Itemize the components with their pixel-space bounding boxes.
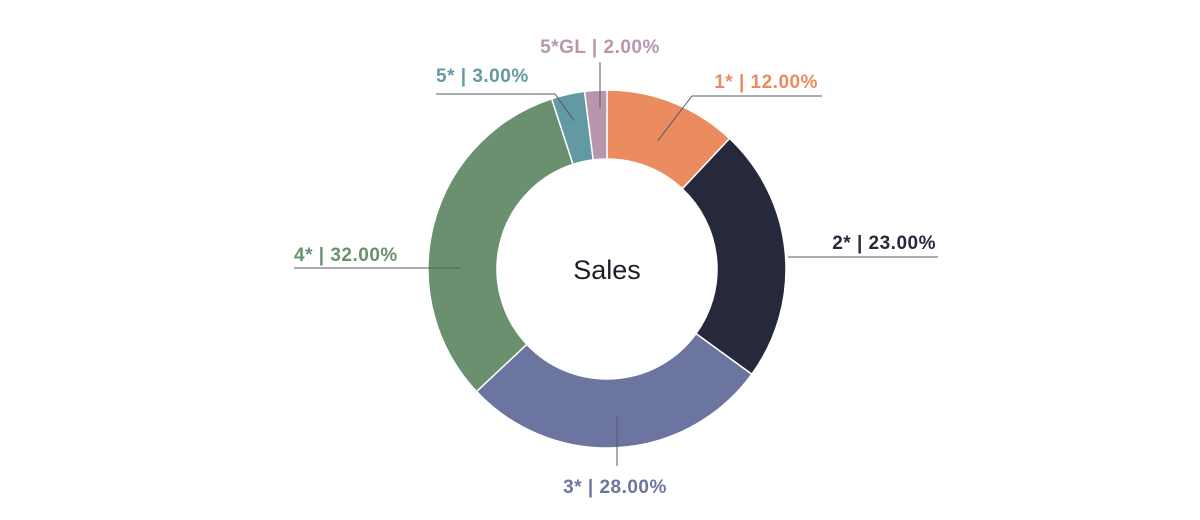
slice-5stargl [583, 89, 608, 161]
slice-4star [427, 97, 574, 393]
slice-label: 2* | 23.00% [832, 233, 936, 254]
slice-label: 5* | 3.00% [436, 66, 529, 87]
slice-labels: 1* | 12.00% 2* | 23.00% 3* | 28.00% 4* | 32… [294, 37, 936, 498]
slices-group [427, 89, 787, 449]
slice-label: 5*GL | 2.00% [540, 37, 660, 58]
center-label: Sales [573, 255, 641, 285]
slice-label: 3* | 28.00% [563, 477, 667, 498]
slice-3star [475, 332, 753, 449]
leader-line [657, 95, 822, 141]
slice-2star [681, 137, 787, 376]
leader-line [436, 93, 575, 121]
slice-label: 4* | 32.00% [294, 245, 398, 266]
slice-label: 1* | 12.00% [714, 72, 818, 93]
leader-lines [294, 62, 938, 466]
